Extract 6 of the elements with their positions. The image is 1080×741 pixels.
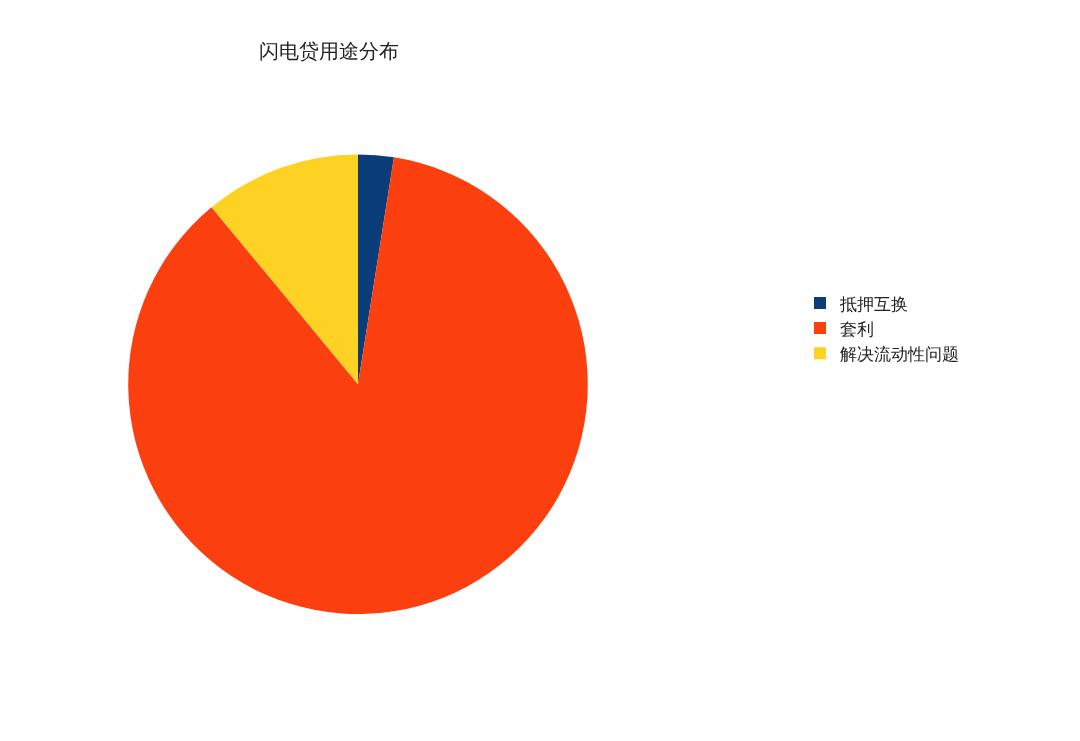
legend-label: 解决流动性问题: [840, 343, 959, 364]
chart-title: 闪电贷用途分布: [259, 39, 400, 64]
legend-label: 抵押互换: [839, 293, 908, 314]
pie-slice: [128, 157, 588, 615]
legend-label: 套利: [840, 318, 874, 339]
pie-slice: [211, 154, 358, 385]
